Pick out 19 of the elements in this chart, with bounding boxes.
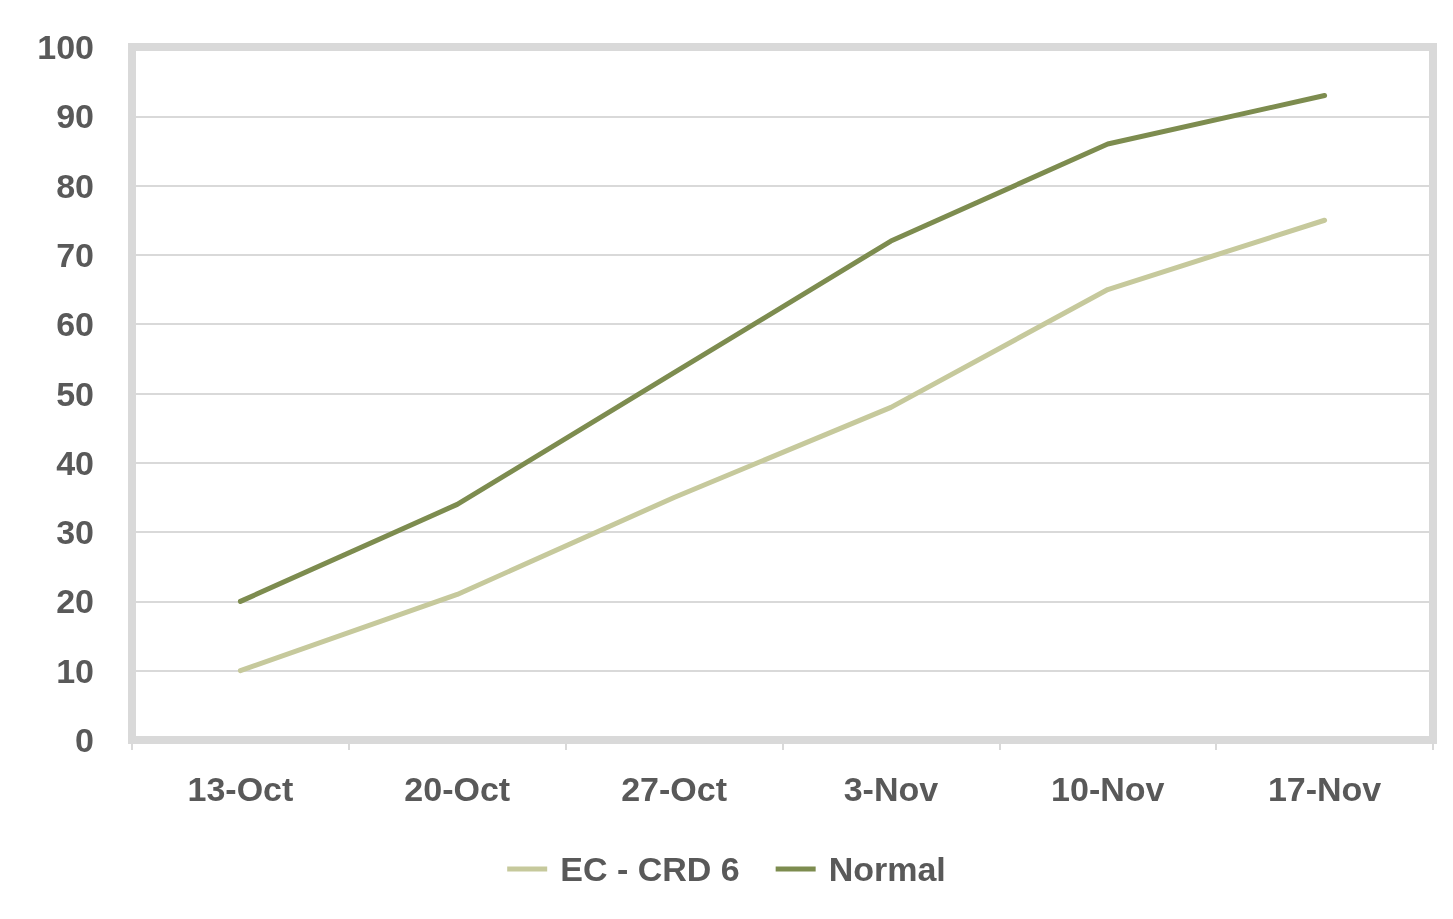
legend-label: Normal (828, 850, 946, 888)
x-tick-label: 13-Oct (187, 770, 294, 808)
y-tick-label: 40 (56, 443, 94, 482)
x-tick-label: 20-Oct (404, 770, 511, 808)
x-tick-label: 3-Nov (843, 770, 939, 808)
x-tick-label: 10-Nov (1051, 770, 1165, 808)
x-tick-label: 17-Nov (1267, 770, 1382, 808)
y-tick-label: 100 (37, 28, 94, 66)
y-tick-label: 70 (56, 235, 94, 274)
y-tick-label: 30 (56, 513, 94, 552)
y-tick-label: 60 (56, 305, 94, 344)
y-tick-label: 90 (56, 97, 94, 136)
y-tick-label: 0 (75, 721, 94, 759)
x-tick-label: 27-Oct (621, 770, 727, 808)
y-tick-label: 20 (56, 582, 94, 621)
y-tick-label: 80 (56, 166, 94, 205)
y-tick-label: 50 (56, 374, 94, 413)
legend-label: EC - CRD 6 (560, 850, 740, 888)
y-tick-label: 10 (56, 651, 94, 690)
